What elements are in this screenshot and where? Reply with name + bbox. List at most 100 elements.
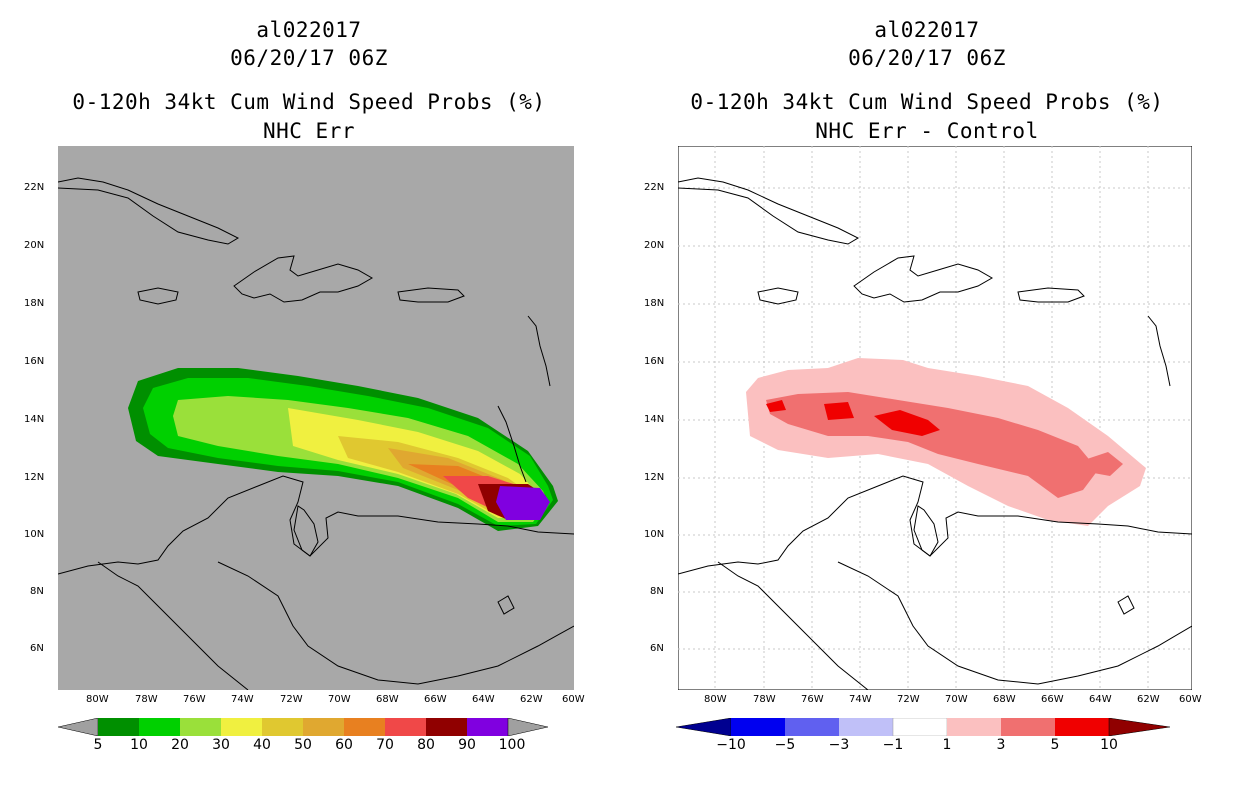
diff-5a (766, 400, 786, 412)
colorbar-swatch (426, 718, 467, 736)
colorbar-label: 10 (130, 737, 148, 753)
colorbar-label: −5 (774, 737, 796, 753)
probability-map: 22N 20N 18N 16N 14N 12N 10N 8N 6N 80W 78… (24, 146, 585, 705)
colorbar-label: 3 (996, 737, 1006, 753)
forecast-time: 06/20/17 06Z (848, 46, 1006, 70)
lon-label: 74W (849, 694, 872, 705)
difference-field (746, 358, 1146, 526)
lat-label: 8N (650, 586, 664, 597)
colorbar-end (58, 718, 99, 736)
colorbar-label: 5 (1050, 737, 1060, 753)
lon-label: 64W (1089, 694, 1112, 705)
coastlines (58, 177, 574, 690)
lon-label: 60W (1179, 694, 1202, 705)
product-title: 0-120h 34kt Cum Wind Speed Probs (%) (690, 90, 1164, 114)
lon-label: 76W (801, 694, 824, 705)
colorbar-label: 50 (294, 737, 312, 753)
lat-label: 20N (644, 240, 665, 251)
swath-90 (496, 486, 550, 520)
colorbar-label: 70 (376, 737, 394, 753)
colorbar-swatch (731, 718, 785, 736)
lon-label: 70W (945, 694, 968, 705)
colorbar-swatch (892, 718, 948, 736)
lat-label: 8N (30, 586, 44, 597)
lat-label: 22N (644, 182, 665, 193)
lat-label: 16N (644, 356, 665, 367)
colorbar-swatch (262, 718, 303, 736)
lon-label: 72W (897, 694, 920, 705)
colorbar-swatch (947, 718, 1001, 736)
colorbar-label: 60 (335, 737, 353, 753)
lon-label: 64W (472, 694, 495, 705)
lat-label: 12N (644, 472, 665, 483)
colorbar-swatch (385, 718, 426, 736)
lat-label: 10N (644, 529, 665, 540)
colorbar (58, 718, 549, 736)
diff-5c (874, 410, 940, 436)
lat-label: 14N (24, 414, 45, 425)
right-panel: al022017 06/20/17 06Z 0-120h 34kt Cum Wi… (618, 0, 1236, 800)
colorbar-swatch (139, 718, 180, 736)
colorbar-label: −10 (716, 737, 746, 753)
colorbar-label: −1 (882, 737, 904, 753)
lat-label: 6N (650, 643, 664, 654)
colorbar (676, 718, 1171, 736)
lon-label: 72W (280, 694, 303, 705)
lon-label: 62W (1137, 694, 1160, 705)
lat-label: 14N (644, 414, 665, 425)
colorbar-end (507, 718, 549, 736)
colorbar-end (676, 718, 732, 736)
storm-id: al022017 (256, 18, 362, 42)
lon-label: 66W (424, 694, 447, 705)
lon-label: 60W (562, 694, 585, 705)
lat-label: 18N (644, 298, 665, 309)
lon-label: 78W (753, 694, 776, 705)
lon-label: 68W (376, 694, 399, 705)
colorbar-label: 10 (1100, 737, 1118, 753)
lon-label: 74W (231, 694, 254, 705)
colorbar-label: 100 (498, 737, 526, 753)
colorbar-label: 30 (212, 737, 230, 753)
colorbar-label: 20 (171, 737, 189, 753)
colorbar-label: −3 (828, 737, 850, 753)
storm-id: al022017 (874, 18, 980, 42)
colorbar-swatch (1001, 718, 1055, 736)
diff-3 (766, 392, 1098, 498)
left-panel: al022017 06/20/17 06Z 0-120h 34kt Cum Wi… (24, 18, 585, 753)
difference-map: 22N 20N 18N 16N 14N 12N 10N 8N 6N 80W 78… (644, 146, 1202, 705)
diff-5b (824, 402, 854, 420)
colorbar-swatch (98, 718, 139, 736)
colorbar-end (1108, 718, 1171, 736)
colorbar-swatch (303, 718, 344, 736)
colorbar-swatch (221, 718, 262, 736)
colorbar-label: 5 (93, 737, 103, 753)
colorbar-swatch (344, 718, 385, 736)
product-subtitle: NHC Err (262, 119, 355, 143)
coastlines (678, 177, 1192, 690)
colorbar-label: 1 (942, 737, 952, 753)
lat-label: 16N (24, 356, 45, 367)
lon-label: 68W (993, 694, 1016, 705)
colorbar-label: 90 (458, 737, 476, 753)
colorbar-swatch (180, 718, 221, 736)
lat-label: 6N (30, 643, 44, 654)
lon-label: 66W (1041, 694, 1064, 705)
lon-label: 76W (183, 694, 206, 705)
colorbar-swatch (1055, 718, 1109, 736)
lon-label: 80W (704, 694, 727, 705)
colorbar-swatch (785, 718, 839, 736)
lon-label: 70W (328, 694, 351, 705)
lon-label: 62W (520, 694, 543, 705)
lat-label: 18N (24, 298, 45, 309)
product-title: 0-120h 34kt Cum Wind Speed Probs (%) (72, 90, 546, 114)
lat-label: 22N (24, 182, 45, 193)
lon-label: 80W (86, 694, 109, 705)
colorbar-swatch (467, 718, 508, 736)
forecast-time: 06/20/17 06Z (230, 46, 388, 70)
diff-3b (1084, 452, 1123, 476)
colorbar-swatch (839, 718, 893, 736)
product-subtitle: NHC Err - Control (815, 119, 1039, 143)
colorbar-label: 80 (417, 737, 435, 753)
lon-label: 78W (135, 694, 158, 705)
probability-swath (128, 368, 558, 531)
